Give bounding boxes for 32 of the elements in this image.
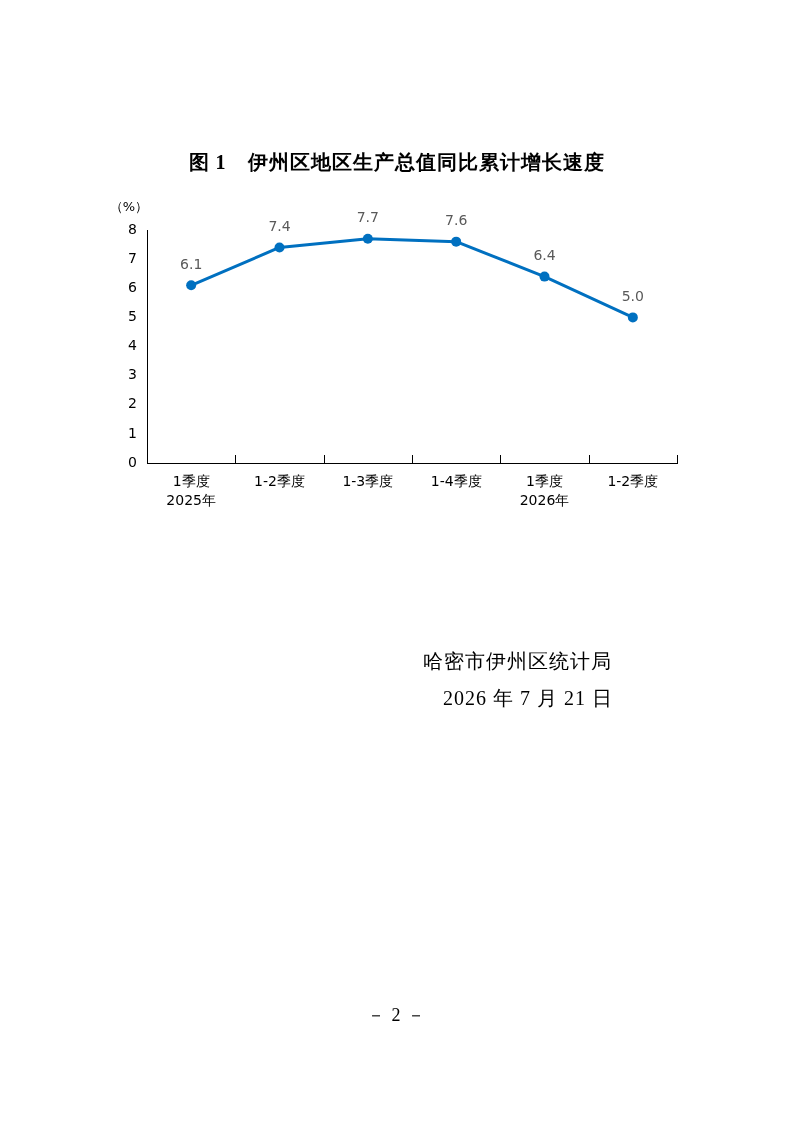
y-tick-label: 4 [128,337,138,354]
text: 2026 年 7 月 21 日 [443,686,613,711]
y-tick-label: 1 [128,424,137,441]
text: 哈密市伊州区统计局 [423,649,612,674]
point [362,233,373,244]
chart-title: 图 1 伊州区地区生产总值同比累计增长速度 [187,150,606,175]
x-tick-label: 1季度 2026年 [519,473,570,508]
y-tick-label: 0 [128,453,137,470]
x-tick-label: 1-4季度 [430,473,482,490]
text: － 2 － [366,1004,427,1027]
x-tick-label: 1季度 2025年 [166,473,216,508]
y-tick-label: 3 [128,366,137,383]
data-label: 7.7 [356,209,379,226]
x-tick-label: 1-3季度 [342,473,394,490]
point [539,271,550,282]
point [186,280,197,291]
y-axis-title: （%） [109,199,149,215]
y-tick-label: 7 [128,249,137,266]
point [451,236,462,247]
point [274,242,285,253]
data-label: 5.0 [621,288,644,305]
x-tick-label: 1-2季度 [607,473,659,490]
y-tick-label: 6 [128,278,138,295]
data-label: 6.1 [180,255,203,272]
data-label: 6.4 [533,247,556,264]
y-tick-label: 2 [128,395,137,412]
data-label: 7.4 [268,218,291,235]
x-tick-label: 1-2季度 [254,473,305,490]
point [627,312,638,323]
data-label: 7.6 [445,212,468,229]
y-tick-label: 5 [128,308,137,325]
y-tick-label: 8 [128,220,137,237]
